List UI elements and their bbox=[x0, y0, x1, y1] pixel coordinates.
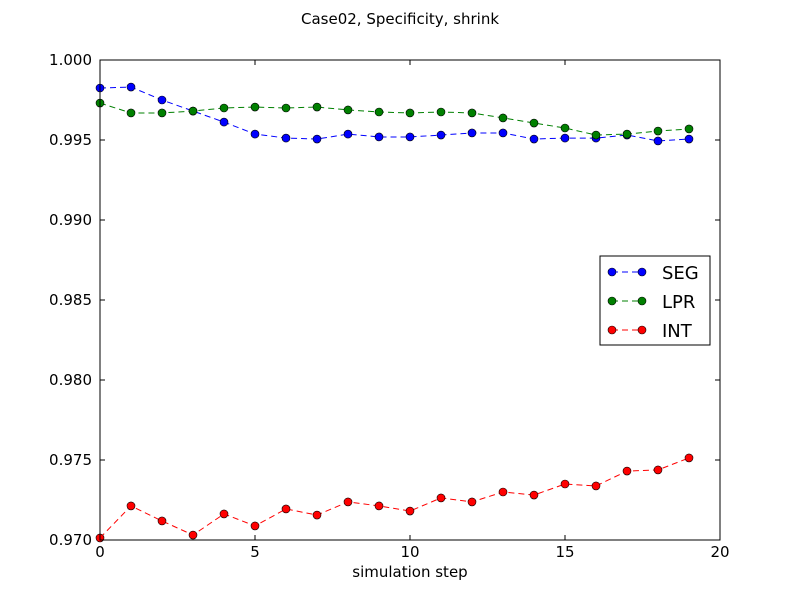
y-tick-label: 0.995 bbox=[49, 131, 92, 149]
data-point bbox=[188, 530, 198, 540]
legend: SEG LPR INT bbox=[599, 255, 711, 346]
y-tick-label: 0.975 bbox=[49, 451, 92, 469]
data-point bbox=[157, 95, 167, 105]
data-point bbox=[126, 501, 136, 511]
data-point bbox=[684, 134, 694, 144]
y-tick-label: 1.000 bbox=[49, 51, 92, 69]
data-point bbox=[653, 136, 663, 146]
data-point bbox=[281, 504, 291, 514]
data-point bbox=[374, 501, 384, 511]
data-point bbox=[498, 128, 508, 138]
legend-marker bbox=[637, 267, 647, 277]
x-tick-label: 20 bbox=[710, 543, 729, 561]
legend-entry: INT bbox=[607, 321, 693, 342]
data-point bbox=[405, 506, 415, 516]
data-point bbox=[653, 126, 663, 136]
data-point bbox=[560, 123, 570, 133]
data-point bbox=[126, 108, 136, 118]
legend-entry: LPR bbox=[607, 292, 695, 313]
series-line bbox=[99, 102, 690, 136]
data-point bbox=[219, 509, 229, 519]
data-point bbox=[467, 497, 477, 507]
data-point bbox=[529, 490, 539, 500]
data-point bbox=[281, 103, 291, 113]
data-point bbox=[157, 108, 167, 118]
legend-label: INT bbox=[662, 321, 693, 342]
data-point bbox=[622, 466, 632, 476]
chart-title: Case02, Specificity, shrink bbox=[301, 10, 499, 28]
legend-label: LPR bbox=[662, 292, 695, 313]
y-tick-label: 0.980 bbox=[49, 371, 92, 389]
legend-marker bbox=[637, 296, 647, 306]
series-line bbox=[99, 457, 690, 539]
x-tick-label: 5 bbox=[250, 543, 260, 561]
data-point bbox=[312, 134, 322, 144]
legend-box bbox=[599, 255, 711, 346]
data-point bbox=[622, 129, 632, 139]
series-line bbox=[99, 86, 690, 142]
data-point bbox=[188, 106, 198, 116]
data-point bbox=[126, 82, 136, 92]
data-point bbox=[560, 479, 570, 489]
legend-marker bbox=[607, 267, 617, 277]
legend-entry: SEG bbox=[607, 263, 699, 284]
legend-marker bbox=[607, 325, 617, 335]
data-point bbox=[374, 132, 384, 142]
data-point bbox=[591, 130, 601, 140]
y-tick-label: 0.985 bbox=[49, 291, 92, 309]
x-axis-label: simulation step bbox=[352, 563, 467, 581]
data-point bbox=[312, 102, 322, 112]
x-tick-label: 10 bbox=[400, 543, 419, 561]
data-point bbox=[467, 128, 477, 138]
data-point bbox=[591, 481, 601, 491]
data-point bbox=[684, 453, 694, 463]
data-point bbox=[529, 118, 539, 128]
data-point bbox=[312, 510, 322, 520]
x-tick-label: 15 bbox=[555, 543, 574, 561]
data-point bbox=[281, 133, 291, 143]
data-point bbox=[498, 487, 508, 497]
x-tick-label: 0 bbox=[95, 543, 105, 561]
data-point bbox=[653, 465, 663, 475]
data-point bbox=[467, 108, 477, 118]
data-point bbox=[343, 105, 353, 115]
y-tick-label: 0.990 bbox=[49, 211, 92, 229]
legend-label: SEG bbox=[662, 263, 699, 284]
data-point bbox=[157, 516, 167, 526]
data-point bbox=[436, 130, 446, 140]
legend-marker bbox=[607, 296, 617, 306]
data-point bbox=[374, 107, 384, 117]
data-point bbox=[343, 129, 353, 139]
data-point bbox=[498, 113, 508, 123]
data-point bbox=[684, 124, 694, 134]
series-lpr bbox=[95, 98, 694, 140]
data-point bbox=[219, 117, 229, 127]
data-point bbox=[405, 108, 415, 118]
legend-marker bbox=[637, 325, 647, 335]
data-point bbox=[219, 103, 229, 113]
data-point bbox=[250, 521, 260, 531]
data-point bbox=[343, 497, 353, 507]
data-point bbox=[405, 132, 415, 142]
data-point bbox=[250, 129, 260, 139]
plot-frame bbox=[99, 59, 721, 541]
series-int bbox=[95, 453, 694, 543]
data-point bbox=[560, 133, 570, 143]
data-point bbox=[436, 107, 446, 117]
data-point bbox=[436, 493, 446, 503]
y-tick-label: 0.970 bbox=[49, 531, 92, 549]
data-point bbox=[529, 134, 539, 144]
data-point bbox=[250, 102, 260, 112]
